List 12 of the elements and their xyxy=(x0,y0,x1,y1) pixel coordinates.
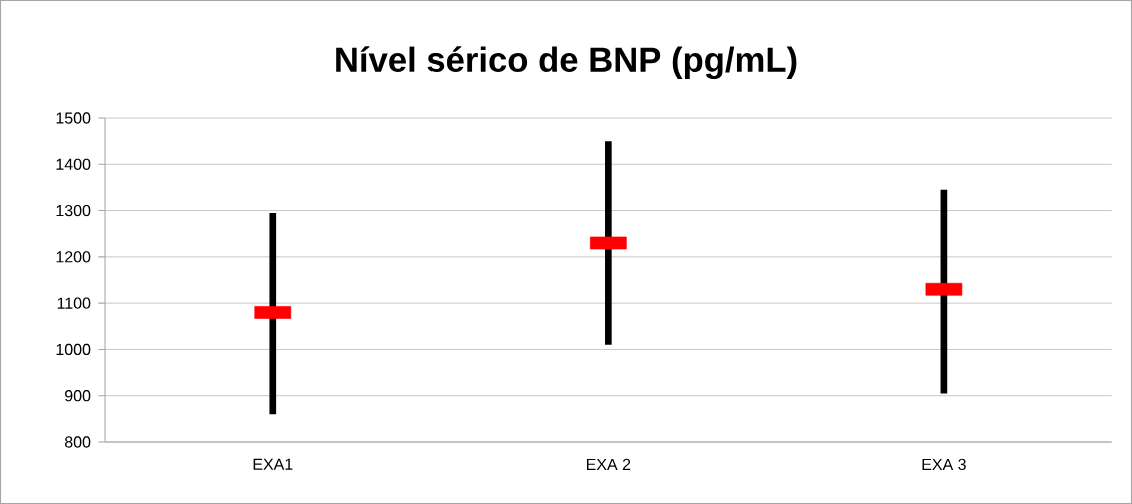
y-tick-label: 1000 xyxy=(56,343,91,356)
y-tick-label: 1100 xyxy=(57,297,91,309)
y-tick-label: 1500 xyxy=(56,112,91,124)
x-tick-label: EXA 2 xyxy=(586,458,631,470)
y-tick-label: 1300 xyxy=(56,204,91,217)
x-tick-label: EXA 3 xyxy=(922,458,966,471)
chart-title: Nível sérico de BNP (pg/mL) xyxy=(336,46,797,80)
x-tick-label: EXA1 xyxy=(253,458,293,470)
y-tick-label: 1200 xyxy=(56,251,91,263)
y-tick-label: 900 xyxy=(65,390,91,402)
y-tick-label: 1400 xyxy=(56,158,91,170)
y-tick-label: 800 xyxy=(64,436,91,448)
